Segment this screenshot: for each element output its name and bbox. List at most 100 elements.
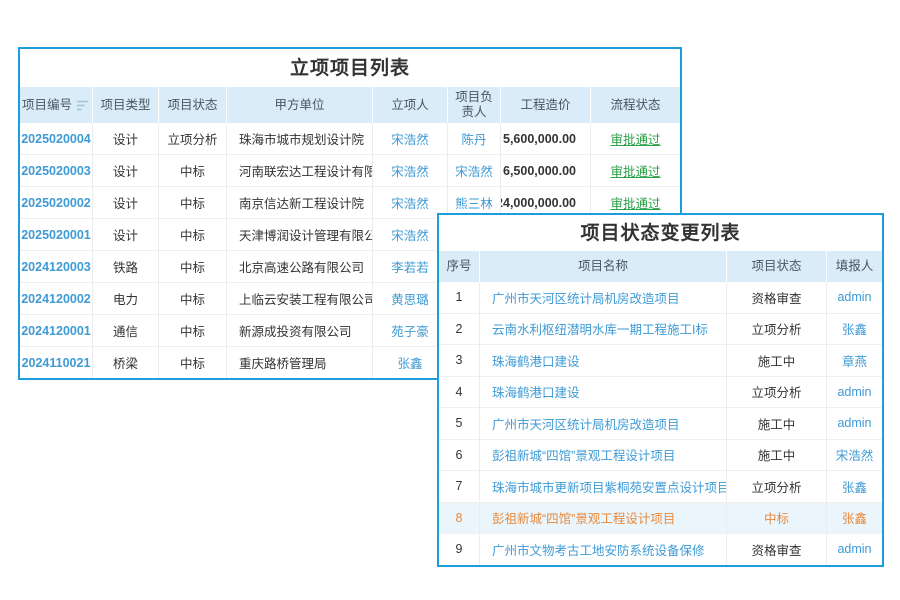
project-id-link[interactable]: 2024120001	[20, 315, 93, 346]
table-row[interactable]: 2 云南水利枢纽潜明水库一期工程施工I标 立项分析 张鑫	[439, 312, 882, 344]
table-row[interactable]: 2025020001设计中标天津博润设计管理有限公司宋浩然	[20, 218, 680, 250]
project-status: 中标	[159, 315, 227, 346]
project-name-link[interactable]: 广州市天河区统计局机房改造项目	[480, 282, 727, 313]
project-cost: 6,500,000.00	[501, 155, 591, 186]
initiator-link[interactable]: 宋浩然	[373, 123, 448, 154]
project-status: 资格审查	[727, 282, 827, 313]
column-header: 立项人	[373, 87, 448, 123]
party-a-unit: 北京高速公路有限公司	[227, 251, 373, 282]
reporter-link[interactable]: 宋浩然	[835, 449, 874, 464]
reporter-link[interactable]: admin	[837, 290, 872, 305]
reporter-link[interactable]: 张鑫	[841, 512, 867, 527]
project-id-link[interactable]: 2025020003	[20, 155, 93, 186]
project-name-link[interactable]: 珠海鹤港口建设	[480, 376, 727, 407]
party-a-unit: 上临云安装工程有限公司	[227, 283, 373, 314]
sort-descending-icon[interactable]	[77, 100, 90, 111]
project-status: 中标	[159, 251, 227, 282]
project-name-link[interactable]: 彭祖新城“四馆”景观工程设计项目	[480, 439, 727, 470]
reporter-link[interactable]: admin	[837, 542, 872, 557]
process-status-link[interactable]: 审批通过	[610, 197, 661, 211]
manager-link[interactable]: 陈丹	[448, 123, 501, 154]
column-header-label: 流程状态	[610, 97, 661, 112]
column-header-label: 项目类型	[100, 97, 151, 112]
project-name-link[interactable]: 珠海市城市更新项目紫桐苑安置点设计项目	[480, 471, 727, 502]
party-a-unit: 珠海市城市规划设计院	[227, 123, 373, 154]
column-header: 甲方单位	[227, 87, 373, 123]
reporter-link[interactable]: 张鑫	[841, 323, 867, 338]
project-status: 立项分析	[159, 123, 227, 154]
reporter-link[interactable]: admin	[837, 384, 872, 399]
project-name-link[interactable]: 广州市天河区统计局机房改造项目	[480, 408, 727, 439]
process-status-link[interactable]: 审批通过	[610, 165, 661, 179]
row-index: 7	[439, 471, 480, 502]
project-id-link[interactable]: 2025020001	[20, 219, 93, 250]
project-status: 施工中	[727, 439, 827, 470]
project-name-link[interactable]: 珠海鹤港口建设	[480, 345, 727, 376]
project-name-link[interactable]: 云南水利枢纽潜明水库一期工程施工I标	[480, 313, 727, 344]
table-row[interactable]: 8 彭祖新城“四馆”景观工程设计项目 中标 张鑫	[439, 501, 882, 533]
column-header: 序号	[439, 251, 480, 282]
project-name-link[interactable]: 广州市文物考古工地安防系统设备保修	[480, 534, 727, 565]
project-status: 施工中	[727, 408, 827, 439]
table-row[interactable]: 6 彭祖新城“四馆”景观工程设计项目 施工中 宋浩然	[439, 438, 882, 470]
table2-body: 1 广州市天河区统计局机房改造项目 资格审查 admin 2 云南水利枢纽潜明水库一期工程…	[439, 282, 882, 565]
table-row[interactable]: 2024120003 铁路 中标 北京高速公路有限公司 李若若	[20, 250, 680, 282]
table-row[interactable]: 9 广州市文物考古工地安防系统设备保修 资格审查 admin	[439, 533, 882, 565]
table-row[interactable]: 3 珠海鹤港口建设 施工中 章燕	[439, 344, 882, 376]
column-header: 项目类型	[93, 87, 159, 123]
row-index: 5	[439, 408, 480, 439]
project-id-link[interactable]: 2024120003	[20, 251, 93, 282]
column-header-label: 项目状态	[167, 97, 218, 112]
table2-header: 序号 项目名称 项目状态 填报人	[439, 251, 882, 282]
party-a-unit: 天津博润设计管理有限公司	[227, 219, 373, 250]
column-header[interactable]: 项目编号	[20, 87, 93, 123]
column-header: 项目状态	[727, 251, 827, 282]
reporter-link[interactable]: admin	[837, 416, 872, 431]
project-status: 中标	[727, 502, 827, 533]
table-row[interactable]: 5 广州市天河区统计局机房改造项目 施工中 admin	[439, 407, 882, 439]
row-index: 9	[439, 534, 480, 565]
table-row[interactable]: 4 珠海鹤港口建设 立项分析 admin	[439, 375, 882, 407]
table-row[interactable]: 2025020004 设计 立项分析 珠海市城市规划设计院 宋浩然 陈丹 5,600,000…	[20, 123, 680, 154]
party-a-unit: 河南联宏达工程设计有限公司	[227, 155, 373, 186]
column-header-label: 项目负责人	[455, 90, 493, 119]
project-id-link[interactable]: 2024110021	[20, 347, 93, 378]
column-header-label: 项目名称	[577, 259, 628, 273]
column-header: 项目负责人	[448, 87, 501, 123]
project-status: 立项分析	[727, 313, 827, 344]
project-type: 通信	[93, 315, 159, 346]
column-header: 工程造价	[501, 87, 591, 123]
project-status: 施工中	[727, 345, 827, 376]
table-row[interactable]: 2024120002 电力 中标 上临云安装工程有限公司 黄思璐	[20, 282, 680, 314]
project-type: 设计	[93, 123, 159, 154]
column-header: 项目名称	[480, 251, 727, 282]
column-header-label: 立项人	[391, 97, 429, 112]
reporter-link[interactable]: 章燕	[841, 354, 867, 369]
project-id-link[interactable]: 2025020004	[20, 123, 93, 154]
manager-link[interactable]: 熊三林	[448, 187, 501, 218]
initiator-link[interactable]: 宋浩然	[373, 155, 448, 186]
column-header-label: 填报人	[835, 259, 874, 273]
project-name-link[interactable]: 彭祖新城“四馆”景观工程设计项目	[480, 502, 727, 533]
project-type: 设计	[93, 187, 159, 218]
process-status-link[interactable]: 审批通过	[610, 133, 661, 147]
project-status: 资格审查	[727, 534, 827, 565]
project-status: 中标	[159, 187, 227, 218]
party-a-unit: 南京信达新工程设计院	[227, 187, 373, 218]
table-row[interactable]: 7 珠海市城市更新项目紫桐苑安置点设计项目 立项分析 张鑫	[439, 470, 882, 502]
initiator-link[interactable]: 宋浩然	[373, 187, 448, 218]
project-id-link[interactable]: 2025020002	[20, 187, 93, 218]
table-row[interactable]: 2025020003设计中标河南联宏达工程设计有限公司宋浩然宋浩然6,500,0…	[20, 154, 680, 186]
table-row[interactable]: 1 广州市天河区统计局机房改造项目 资格审查 admin	[439, 282, 882, 313]
column-header-label: 工程造价	[520, 97, 571, 112]
project-status: 中标	[159, 283, 227, 314]
table-row[interactable]: 2025020002 设计 中标 南京信达新工程设计院 宋浩然 熊三林 24,000,000…	[20, 186, 680, 218]
reporter-link[interactable]: 张鑫	[841, 480, 867, 495]
party-a-unit: 新源成投资有限公司	[227, 315, 373, 346]
row-index: 2	[439, 313, 480, 344]
project-status: 中标	[159, 155, 227, 186]
manager-link[interactable]: 宋浩然	[448, 155, 501, 186]
project-id-link[interactable]: 2024120002	[20, 283, 93, 314]
row-index: 4	[439, 376, 480, 407]
